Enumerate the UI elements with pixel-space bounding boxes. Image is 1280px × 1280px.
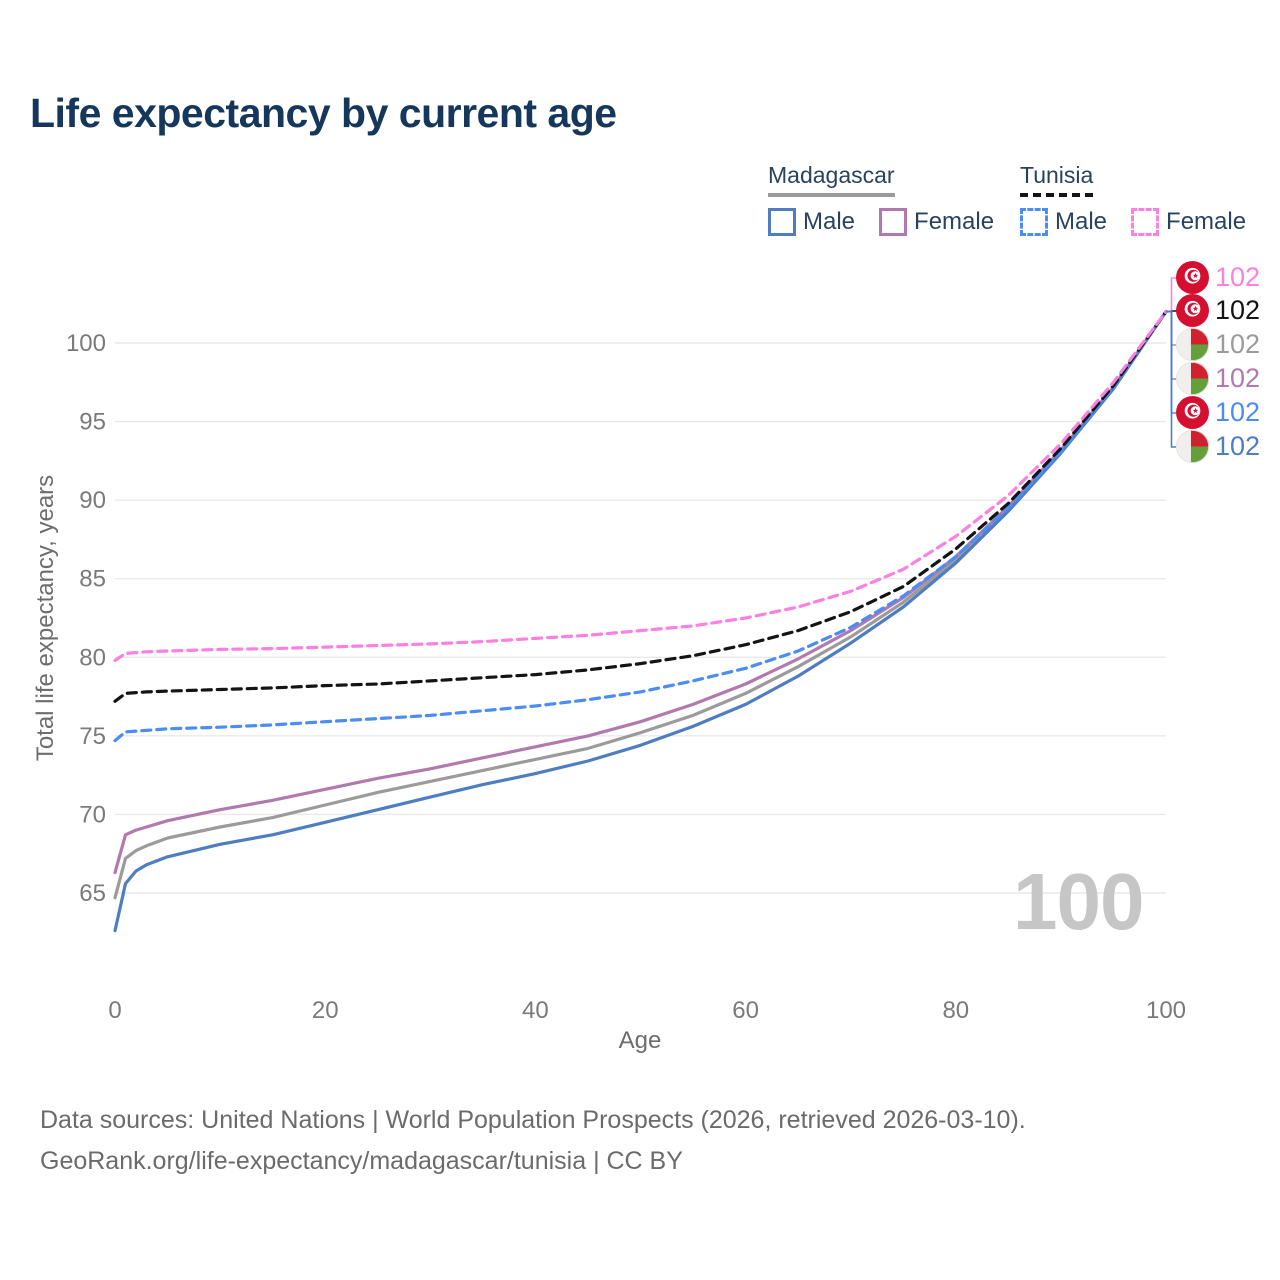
end-value-text: 102 [1215,397,1261,427]
footer-data-sources: Data sources: United Nations | World Pop… [40,1106,1026,1134]
end-value-label-madagascar-3[interactable]: 102 [1176,362,1260,395]
x-tick-label-40: 40 [522,997,549,1024]
end-label-connector [1166,310,1177,448]
legend-label: Female [1166,208,1247,235]
y-tick-label-90: 90 [79,487,106,514]
end-value-label-madagascar-5[interactable]: 102 [1176,430,1260,463]
tunisia-male-swatch-icon [1020,208,1048,236]
footer-attribution-link[interactable]: GeoRank.org/life-expectancy/madagascar/t… [40,1147,683,1175]
x-tick-label-20: 20 [312,997,339,1024]
tunisia-flag-icon [1176,261,1209,294]
x-tick-label-100: 100 [1146,997,1186,1024]
x-axis-title: Age [618,1027,662,1054]
series-line-madagascar-male[interactable] [113,310,1168,933]
madagascar-flag-icon [1176,430,1209,463]
end-label-connector [1166,277,1177,313]
y-tick-label-65: 65 [79,880,106,907]
legend-item-tunisia-male[interactable]: Male [1020,208,1107,236]
end-value-text: 102 [1215,431,1261,461]
y-tick-label-95: 95 [79,409,106,436]
end-value-text: 102 [1215,262,1261,292]
x-tick-label-60: 60 [732,997,759,1024]
legend-item-tunisia-female[interactable]: Female [1131,208,1246,236]
legend-group-tunisia: Tunisia Male Female [1020,162,1246,236]
y-tick-label-100: 100 [66,330,106,357]
madagascar-flag-icon [1176,328,1209,361]
series-line-madagascar-female[interactable] [113,310,1168,875]
legend-title-tunisia[interactable]: Tunisia [1020,162,1094,197]
end-value-label-tunisia-1[interactable]: 102 [1176,294,1260,327]
series-line-tunisia[interactable] [113,310,1168,703]
legend-item-madagascar-male[interactable]: Male [768,208,855,236]
madagascar-male-swatch-icon [768,208,796,236]
x-tick-label-0: 0 [108,997,121,1024]
series-line-madagascar[interactable] [113,310,1168,900]
end-value-text: 102 [1215,295,1261,325]
madagascar-flag-icon [1176,362,1209,395]
end-value-label-madagascar-2[interactable]: 102 [1176,328,1260,361]
y-tick-label-70: 70 [79,801,106,828]
legend-title-madagascar[interactable]: Madagascar [768,162,895,197]
end-value-text: 102 [1215,363,1261,393]
tunisia-female-swatch-icon [1131,208,1160,236]
legend-item-madagascar-female[interactable]: Female [879,208,994,236]
tunisia-flag-icon [1176,396,1209,429]
page-title: Life expectancy by current age [30,90,617,136]
series-line-tunisia-male[interactable] [113,310,1168,743]
y-axis-title: Total life expectancy, years [32,474,59,762]
x-tick-label-80: 80 [942,997,969,1024]
y-tick-label-80: 80 [79,644,106,671]
madagascar-female-swatch-icon [879,208,908,236]
legend-group-madagascar: Madagascar Male Female [768,162,994,236]
legend-label: Male [803,208,856,235]
end-value-label-tunisia-4[interactable]: 102 [1176,396,1260,429]
legend-label: Male [1055,208,1108,235]
y-tick-label-85: 85 [79,566,106,593]
y-tick-label-75: 75 [79,723,106,750]
legend-label: Female [914,208,995,235]
end-value-label-tunisia-0[interactable]: 102 [1176,261,1260,294]
tunisia-flag-icon [1176,294,1209,327]
end-value-text: 102 [1215,329,1261,359]
hover-age-watermark: 100 [1013,857,1144,946]
series-line-tunisia-female[interactable] [113,310,1168,663]
